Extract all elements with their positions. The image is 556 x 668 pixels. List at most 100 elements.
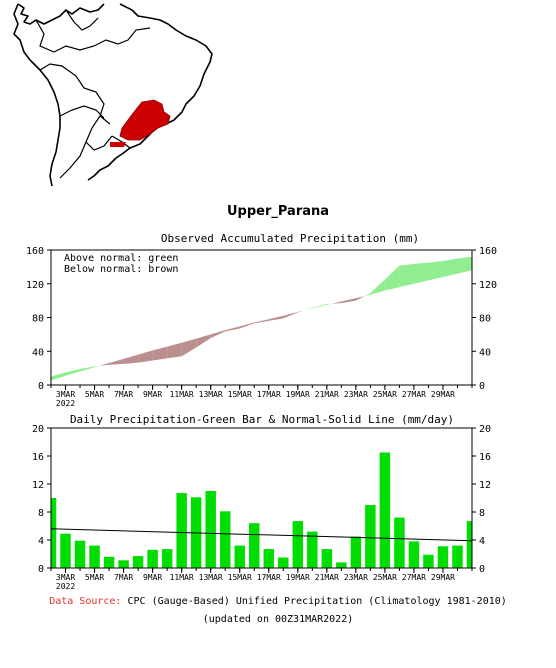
accumulated-ylabel-right-0: 0 [479, 381, 485, 392]
accumulated-xlabel-7MAR: 7MAR [114, 390, 133, 399]
daily-bar-3MAR [60, 533, 71, 568]
accumulated-segment-13MAR [210, 330, 226, 339]
region-map [13, 3, 213, 187]
accumulated-segment-18MAR [283, 312, 298, 319]
daily-ylabel-left-0: 0 [38, 564, 44, 575]
data-source-label: Data Source: [49, 596, 122, 607]
daily-ylabel-left-20: 20 [32, 424, 44, 435]
daily-xlabel-5MAR: 5MAR [85, 573, 104, 582]
daily-bar-25MAR [379, 452, 391, 568]
daily-xlabel-13MAR: 13MAR [199, 573, 223, 582]
daily-xlabel-17MAR: 17MAR [257, 573, 281, 582]
accumulated-segment-20MAR [312, 304, 327, 309]
daily-bar-9MAR [147, 549, 158, 568]
accumulated-segment-7MAR [123, 354, 139, 364]
daily-bar-27MAR [408, 541, 420, 568]
accumulated-segment-8MAR [138, 350, 153, 363]
daily-ylabel-left-12: 12 [32, 480, 44, 491]
accumulated-segment-21MAR-b [331, 301, 342, 304]
daily-bar-14MAR [219, 511, 231, 568]
accumulated-xlabel-15MAR: 15MAR [228, 390, 252, 399]
accumulated-xlabel-29MAR: 29MAR [431, 390, 455, 399]
daily-bar-21MAR [321, 549, 333, 568]
accumulated-segment-5MAR-a [94, 365, 100, 368]
daily-axes: 0 0 4 4 8 8 12 12 16 16 20 20 3MAR 5MAR 7MAR 9MAR 11MAR 1… [32, 424, 491, 591]
daily-bar-5MAR [89, 545, 100, 568]
accumulated-ylabel-left-80: 80 [32, 314, 44, 325]
daily-bar-31MAR [466, 521, 472, 568]
accumulated-ylabel-right-120: 120 [479, 280, 497, 291]
accumulated-xlabel-11MAR: 11MAR [170, 390, 194, 399]
accumulated-ylabel-right-160: 160 [479, 246, 497, 257]
daily-bar-16MAR [249, 523, 260, 568]
updated-line: (updated on 00Z31MAR2022) [202, 614, 354, 625]
accumulated-xlabel-3MAR: 3MAR [56, 390, 75, 399]
accumulated-segment-15MAR [239, 322, 255, 329]
accumulated-segment-14MAR [225, 326, 240, 332]
daily-bar-29MAR [437, 546, 449, 568]
accumulated-segment-21MAR-a [326, 303, 332, 305]
accumulated-chart-title: Observed Accumulated Precipitation (mm) [161, 232, 419, 245]
daily-bar-22MAR [336, 562, 347, 568]
daily-bar-23MAR [350, 536, 362, 568]
accumulated-xlabel-23MAR: 23MAR [344, 390, 368, 399]
daily-bar-19MAR [292, 521, 304, 568]
daily-xlabel-15MAR: 15MAR [228, 573, 252, 582]
accumulated-segment-19MAR-a [297, 310, 306, 313]
daily-bar-24MAR [365, 505, 376, 568]
accumulated-year-label: 2022 [56, 399, 75, 408]
daily-bars [51, 452, 472, 568]
country-borders [35, 9, 151, 179]
daily-ylabel-right-12: 12 [479, 480, 491, 491]
accumulated-segment-10MAR [167, 342, 182, 359]
daily-bar-15MAR [234, 545, 245, 568]
accumulated-segment-24MAR [370, 279, 385, 295]
daily-ylabel-left-8: 8 [38, 508, 44, 519]
accumulated-segment-9MAR [152, 346, 168, 361]
accumulated-chart: Observed Accumulated Precipitation (mm) … [26, 232, 497, 408]
accumulated-fill-areas [51, 256, 472, 381]
accumulated-ylabel-left-0: 0 [38, 381, 44, 392]
accumulated-xlabel-25MAR: 25MAR [373, 390, 397, 399]
accumulated-segment-16MAR [254, 319, 269, 324]
legend-below: Below normal: brown [64, 264, 178, 275]
daily-xlabel-27MAR: 27MAR [402, 573, 426, 582]
accumulated-xlabel-27MAR: 27MAR [402, 390, 426, 399]
daily-xlabel-19MAR: 19MAR [286, 573, 310, 582]
daily-normal-line [50, 528, 473, 542]
accumulated-xlabel-13MAR: 13MAR [199, 390, 223, 399]
daily-bar-17MAR [263, 549, 274, 568]
accumulated-ylabel-left-160: 160 [26, 246, 44, 257]
daily-bar-10MAR [161, 549, 173, 568]
accumulated-segment-11MAR [181, 338, 197, 357]
upper-parana-region-tail [110, 142, 126, 147]
accumulated-ylabel-left-120: 120 [26, 280, 44, 291]
accumulated-segment-2MAR [51, 372, 66, 381]
accumulated-segment-29MAR [442, 258, 458, 277]
accumulated-segment-27MAR [413, 262, 429, 284]
accumulated-segment-22MAR [341, 298, 356, 304]
accumulated-ylabel-right-80: 80 [479, 314, 491, 325]
daily-xlabel-11MAR: 11MAR [170, 573, 194, 582]
accumulated-ylabel-right-40: 40 [479, 347, 491, 358]
daily-bar-26MAR [394, 517, 405, 568]
data-source-line: Data Source: CPC (Gauge-Based) Unified P… [0, 596, 556, 607]
daily-xlabel-21MAR: 21MAR [315, 573, 339, 582]
accumulated-xlabel-17MAR: 17MAR [257, 390, 281, 399]
daily-year-label: 2022 [56, 582, 75, 591]
daily-xlabel-7MAR: 7MAR [114, 573, 133, 582]
accumulated-segment-5MAR-b [99, 363, 110, 366]
daily-xlabel-9MAR: 9MAR [143, 573, 162, 582]
accumulated-xlabel-9MAR: 9MAR [143, 390, 162, 399]
daily-plot-frame [50, 427, 473, 569]
daily-xlabel-23MAR: 23MAR [344, 573, 368, 582]
accumulated-segment-4MAR [80, 366, 95, 372]
daily-bar-2MAR [51, 498, 57, 568]
daily-bar-6MAR [103, 556, 115, 568]
daily-bar-28MAR [423, 554, 434, 568]
south-america-outline [13, 3, 213, 187]
daily-ylabel-left-16: 16 [32, 452, 44, 463]
accumulated-xlabel-21MAR: 21MAR [315, 390, 339, 399]
daily-chart-title: Daily Precipitation-Green Bar & Normal-S… [70, 413, 454, 426]
daily-ylabel-right-4: 4 [479, 536, 485, 547]
